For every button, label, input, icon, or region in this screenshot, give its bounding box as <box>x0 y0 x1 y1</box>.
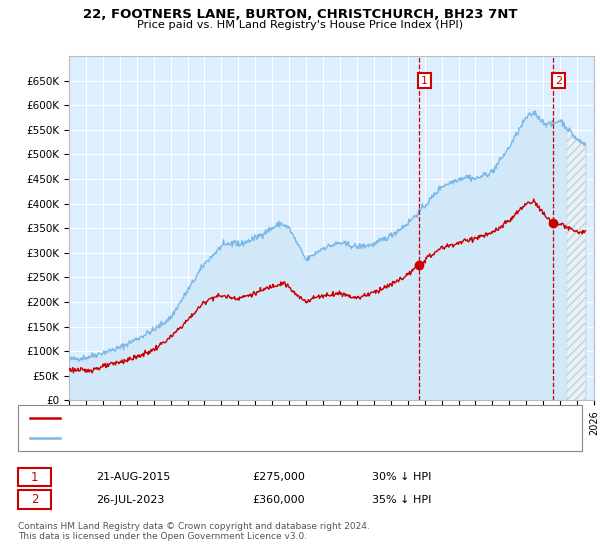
Text: 2: 2 <box>555 76 562 86</box>
Text: 1: 1 <box>31 470 38 484</box>
Text: £275,000: £275,000 <box>252 472 305 482</box>
Text: 2: 2 <box>31 493 38 506</box>
Text: 26-JUL-2023: 26-JUL-2023 <box>96 494 164 505</box>
Text: 1: 1 <box>421 76 428 86</box>
Text: Contains HM Land Registry data © Crown copyright and database right 2024.
This d: Contains HM Land Registry data © Crown c… <box>18 522 370 542</box>
Text: 21-AUG-2015: 21-AUG-2015 <box>96 472 170 482</box>
Text: 35% ↓ HPI: 35% ↓ HPI <box>372 494 431 505</box>
Text: 22, FOOTNERS LANE, BURTON, CHRISTCHURCH, BH23 7NT (detached house): 22, FOOTNERS LANE, BURTON, CHRISTCHURCH,… <box>63 413 462 423</box>
Text: HPI: Average price, detached house, Bournemouth Christchurch and Poole: HPI: Average price, detached house, Bour… <box>63 433 451 443</box>
Text: 30% ↓ HPI: 30% ↓ HPI <box>372 472 431 482</box>
Text: 22, FOOTNERS LANE, BURTON, CHRISTCHURCH, BH23 7NT: 22, FOOTNERS LANE, BURTON, CHRISTCHURCH,… <box>83 8 517 21</box>
Text: Price paid vs. HM Land Registry's House Price Index (HPI): Price paid vs. HM Land Registry's House … <box>137 20 463 30</box>
Text: £360,000: £360,000 <box>252 494 305 505</box>
